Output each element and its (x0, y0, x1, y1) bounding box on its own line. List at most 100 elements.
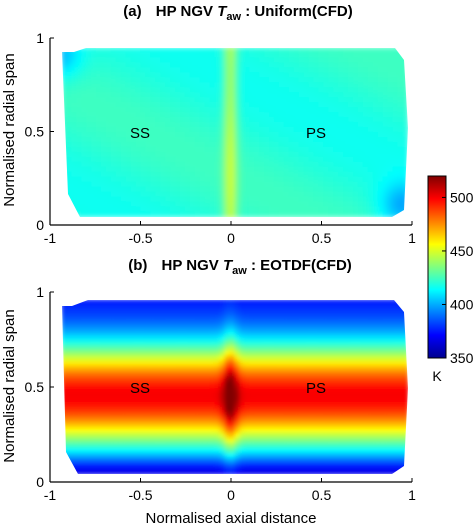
heatmap-cell (170, 360, 177, 368)
heatmap-cell (333, 432, 340, 439)
heatmap-cell (189, 411, 197, 419)
heatmap-cell (293, 350, 300, 357)
heatmap-cell (357, 324, 365, 332)
heatmap-cell (115, 48, 122, 54)
heatmap-cell (224, 87, 231, 94)
heatmap-cell (348, 452, 355, 460)
heatmap-cell (293, 452, 300, 460)
heatmap-cell (343, 116, 350, 124)
heatmap-cell (86, 386, 93, 393)
heatmap-cell (204, 355, 211, 363)
heatmap-cell (377, 376, 384, 383)
heatmap-cell (81, 350, 88, 357)
heatmap-cell (204, 463, 211, 470)
heatmap-cell (219, 176, 226, 183)
heatmap-cell (180, 112, 187, 119)
heatmap-cell (234, 391, 241, 398)
heatmap-cell (125, 131, 132, 139)
heatmap-cell (362, 314, 370, 322)
heatmap-cell (249, 136, 256, 144)
heatmap-cell (66, 67, 73, 74)
heatmap-cell (298, 196, 305, 203)
heatmap-cell (283, 427, 290, 434)
heatmap-cell (214, 417, 221, 424)
heatmap-cell (214, 141, 221, 149)
heatmap-cell (105, 48, 113, 54)
heatmap-cell (283, 161, 290, 168)
heatmap-cell (170, 309, 177, 316)
heatmap-cell (120, 422, 127, 429)
heatmap-cell (180, 146, 187, 153)
heatmap-cell (357, 396, 365, 403)
heatmap-cell (150, 97, 157, 104)
heatmap-cell (249, 406, 256, 414)
x-tick-label: 0 (227, 487, 235, 503)
heatmap-cell (377, 335, 384, 342)
heatmap-cell (145, 166, 152, 173)
heatmap-cell (66, 355, 73, 363)
heatmap-cell (194, 340, 201, 347)
heatmap-cell (175, 422, 182, 429)
heatmap-cell (81, 156, 88, 163)
heatmap-cell (155, 300, 162, 306)
heatmap-cell (165, 161, 172, 168)
heatmap-cell (269, 371, 276, 378)
heatmap-cell (362, 376, 370, 383)
heatmap-cell (323, 131, 330, 139)
heatmap-cell (328, 141, 335, 149)
heatmap-cell (170, 381, 177, 388)
heatmap-cell (362, 97, 370, 104)
heatmap-cell (76, 452, 83, 460)
heatmap-cell (194, 463, 201, 470)
heatmap-cell (338, 102, 345, 109)
heatmap-cell (323, 340, 330, 347)
heatmap-cell (353, 458, 360, 465)
heatmap-cell (204, 309, 211, 316)
heatmap-cell (298, 82, 305, 89)
heatmap-cell (160, 206, 167, 213)
heatmap-cell (357, 365, 365, 373)
heatmap-cell (264, 87, 271, 94)
heatmap-cell (120, 309, 127, 316)
heatmap-cell (194, 314, 201, 322)
heatmap-cell (81, 401, 88, 409)
heatmap-cell (189, 57, 197, 64)
heatmap-cell (71, 131, 78, 139)
heatmap-cell (402, 156, 408, 163)
heatmap-cell (362, 396, 370, 403)
heatmap-cell (189, 131, 197, 139)
heatmap-cell (160, 72, 167, 79)
heatmap-cell (367, 186, 374, 193)
heatmap-cell (71, 136, 78, 144)
heatmap-cell (150, 300, 157, 306)
heatmap-cell (318, 437, 325, 444)
heatmap-cell (66, 437, 73, 444)
heatmap-cell (160, 417, 167, 424)
heatmap-cell (110, 468, 117, 474)
heatmap-cell (348, 196, 355, 203)
heatmap-cell (105, 62, 113, 69)
heatmap-cell (372, 396, 379, 403)
heatmap-cell (382, 166, 389, 173)
heatmap-cell (303, 196, 310, 203)
heatmap-cell (170, 427, 177, 434)
heatmap-cell (313, 371, 320, 378)
heatmap-cell (244, 300, 251, 306)
heatmap-cell (66, 97, 73, 104)
heatmap-cell (125, 116, 132, 124)
heatmap-cell (333, 161, 340, 168)
heatmap-cell (264, 121, 271, 129)
heatmap-cell (362, 432, 370, 439)
heatmap-cell (224, 72, 231, 79)
heatmap-cell (328, 131, 335, 139)
heatmap-cell (194, 82, 201, 89)
heatmap-cell (199, 186, 206, 193)
heatmap-cell (150, 92, 157, 99)
heatmap-cell (239, 300, 246, 306)
heatmap-cell (135, 201, 142, 208)
heatmap-cell (283, 87, 290, 94)
heatmap-cell (155, 345, 162, 352)
heatmap-cell (66, 391, 73, 398)
heatmap-cell (278, 437, 286, 444)
heatmap-cell (110, 391, 117, 398)
